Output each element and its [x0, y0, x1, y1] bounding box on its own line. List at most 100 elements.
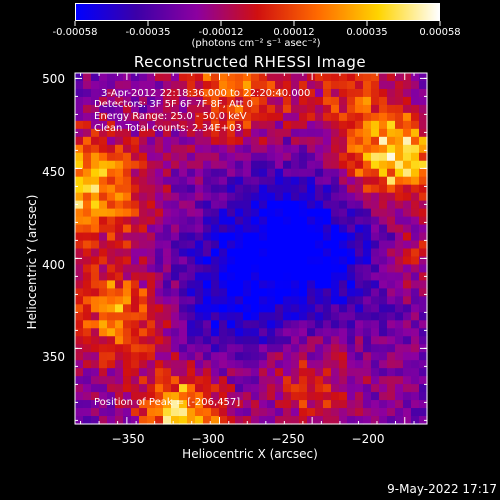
- heatmap-cell: [99, 352, 108, 361]
- heatmap-cell: [155, 392, 164, 401]
- heatmap-cell: [275, 312, 284, 321]
- heatmap-cell: [291, 272, 300, 282]
- heatmap-cell: [267, 376, 276, 385]
- heatmap-cell: [235, 88, 244, 98]
- heatmap-cell: [235, 392, 244, 401]
- heatmap-cell: [259, 112, 268, 122]
- heatmap-cell: [123, 360, 132, 369]
- heatmap-cell: [403, 184, 412, 194]
- heatmap-cell: [315, 360, 324, 369]
- heatmap-cell: [195, 248, 204, 258]
- heatmap-cell: [123, 104, 132, 114]
- heatmap-cell: [299, 280, 308, 289]
- heatmap-cell: [403, 192, 412, 202]
- heatmap-cell: [91, 184, 100, 194]
- heatmap-cell: [331, 192, 340, 202]
- heatmap-cell: [291, 360, 300, 369]
- heatmap-cell: [99, 104, 108, 114]
- heatmap-cell: [251, 256, 260, 266]
- heatmap-cell: [323, 184, 332, 194]
- heatmap-cell: [195, 200, 204, 210]
- heatmap-cell: [379, 160, 388, 170]
- heatmap-cell: [395, 280, 404, 289]
- heatmap-cell: [83, 312, 92, 321]
- heatmap-cell: [275, 320, 284, 329]
- heatmap-cell: [403, 73, 412, 82]
- heatmap-cell: [307, 304, 316, 313]
- heatmap-cell: [395, 312, 404, 321]
- heatmap-cell: [299, 320, 308, 329]
- heatmap-cell: [331, 80, 340, 90]
- heatmap-cell: [219, 256, 228, 266]
- heatmap-cell: [339, 200, 348, 210]
- heatmap-cell: [291, 368, 300, 377]
- heatmap-cell: [107, 144, 116, 154]
- heatmap-cell: [211, 352, 220, 361]
- heatmap-cell: [395, 80, 404, 90]
- heatmap-cell: [163, 216, 172, 226]
- heatmap-cell: [307, 73, 316, 82]
- heatmap-cell: [203, 264, 212, 274]
- heatmap-cell: [251, 336, 260, 345]
- heatmap-cell: [83, 208, 92, 218]
- heatmap-cell: [211, 344, 220, 353]
- heatmap-cell: [315, 376, 324, 385]
- heatmap-cell: [91, 304, 100, 313]
- heatmap-cell: [139, 73, 148, 82]
- heatmap-cell: [323, 88, 332, 98]
- heatmap-cell: [259, 184, 268, 194]
- heatmap-cell: [155, 104, 164, 114]
- heatmap-cell: [203, 336, 212, 345]
- heatmap-cell: [331, 296, 340, 305]
- heatmap-cell: [395, 192, 404, 202]
- heatmap-cell: [179, 336, 188, 345]
- heatmap-cell: [171, 96, 180, 106]
- heatmap-cell: [163, 328, 172, 337]
- heatmap-cell: [139, 200, 148, 210]
- heatmap-cell: [203, 240, 212, 250]
- heatmap-cell: [355, 176, 364, 186]
- heatmap-cell: [139, 120, 148, 130]
- timestamp: 9-May-2022 17:17: [387, 482, 497, 496]
- heatmap-cell: [355, 192, 364, 202]
- heatmap-cell: [259, 416, 268, 425]
- x-axis-label: Heliocentric X (arcsec): [182, 447, 318, 461]
- heatmap-cell: [139, 168, 148, 178]
- heatmap-cell: [123, 112, 132, 122]
- heatmap-cell: [323, 224, 332, 234]
- heatmap-cell: [283, 288, 292, 297]
- heatmap-cell: [363, 360, 372, 369]
- heatmap-cell: [139, 176, 148, 186]
- heatmap-cell: [315, 192, 324, 202]
- heatmap-cell: [267, 200, 276, 210]
- heatmap-cell: [267, 152, 276, 162]
- heatmap-cell: [259, 240, 268, 250]
- heatmap-cell: [139, 240, 148, 250]
- heatmap-cell: [75, 352, 84, 361]
- heatmap-cell: [179, 296, 188, 305]
- heatmap-cell: [187, 232, 196, 242]
- heatmap-cell: [267, 104, 276, 114]
- heatmap-cell: [259, 384, 268, 393]
- heatmap-cell: [171, 224, 180, 234]
- heatmap-cell: [155, 160, 164, 170]
- heatmap-cell: [227, 344, 236, 353]
- heatmap-cell: [371, 312, 380, 321]
- heatmap-cell: [107, 352, 116, 361]
- heatmap-cell: [171, 280, 180, 289]
- heatmap-cell: [355, 416, 364, 425]
- heatmap-cell: [267, 320, 276, 329]
- heatmap-cell: [147, 136, 156, 146]
- heatmap-cell: [243, 200, 252, 210]
- heatmap-cell: [235, 152, 244, 162]
- heatmap-cell: [179, 368, 188, 377]
- heatmap-cell: [355, 408, 364, 417]
- heatmap-cell: [195, 328, 204, 337]
- heatmap-cell: [155, 136, 164, 146]
- heatmap-cell: [379, 248, 388, 258]
- heatmap-cell: [75, 136, 84, 146]
- heatmap-cell: [179, 152, 188, 162]
- heatmap-cell: [155, 408, 164, 417]
- heatmap-cell: [283, 152, 292, 162]
- heatmap-cell: [147, 104, 156, 114]
